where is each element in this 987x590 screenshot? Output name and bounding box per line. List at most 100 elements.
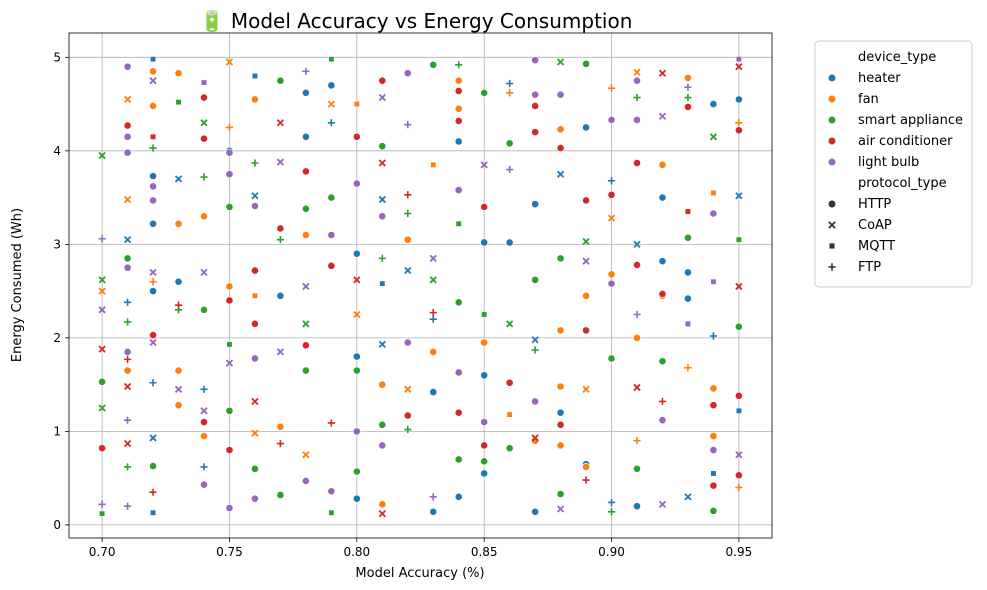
data-point [709, 481, 718, 490]
data-point [200, 418, 208, 426]
x-tick-label: 0.80 [343, 545, 370, 559]
data-point [454, 117, 463, 125]
data-point [225, 282, 234, 291]
data-point [505, 238, 514, 247]
data-point [404, 385, 412, 393]
data-point [149, 488, 157, 496]
data-point [123, 195, 132, 204]
data-point [404, 266, 412, 275]
data-point [684, 102, 692, 111]
data-point [710, 470, 717, 477]
data-point [251, 354, 259, 363]
x-axis: 0.70 0.75 0.80 0.85 0.90 0.95 [89, 538, 752, 559]
data-point [149, 144, 157, 152]
legend-marker [827, 73, 837, 83]
legend-label: heater [858, 71, 901, 86]
data-point [98, 444, 107, 453]
data-point [123, 416, 132, 424]
data-point [123, 502, 132, 510]
data-point [123, 121, 132, 130]
data-point [379, 280, 386, 287]
data-point [684, 208, 691, 215]
data-point [403, 338, 412, 347]
data-point [225, 148, 234, 157]
data-point [607, 177, 616, 185]
data-point [531, 128, 540, 137]
data-point [607, 508, 616, 516]
data-point [327, 261, 336, 270]
legend-label: light bulb [858, 155, 919, 170]
data-point [429, 254, 437, 263]
data-point [582, 385, 590, 393]
data-point [429, 60, 438, 69]
data-point [378, 254, 386, 262]
data-point [123, 463, 132, 471]
legend-marker [827, 94, 837, 104]
data-point [658, 112, 667, 120]
legend-marker [827, 115, 837, 125]
data-point [378, 441, 387, 450]
data-point [454, 455, 463, 464]
data-point [327, 193, 336, 202]
data-point [123, 62, 132, 71]
data-point [276, 291, 285, 300]
y-axis: 0 1 2 3 4 5 [53, 50, 69, 532]
y-tick-label: 0 [53, 518, 61, 532]
data-point [149, 268, 157, 277]
data-point [684, 83, 692, 91]
data-point [251, 73, 258, 79]
data-point [149, 434, 157, 442]
data-point [709, 506, 718, 515]
legend-label: MQTT [858, 239, 895, 254]
data-point [607, 84, 616, 92]
data-point [378, 93, 386, 102]
data-point [403, 411, 412, 420]
data-point [658, 397, 667, 406]
data-point [175, 99, 182, 106]
data-point [556, 490, 565, 498]
data-point [150, 509, 157, 516]
y-tick-label: 1 [53, 424, 61, 438]
data-point [556, 326, 565, 335]
x-tick-label: 0.70 [89, 545, 116, 559]
data-point [353, 310, 361, 319]
data-point [123, 382, 132, 391]
x-tick-label: 0.95 [726, 545, 753, 559]
data-point [709, 446, 718, 454]
data-point [276, 348, 285, 356]
data-point [123, 236, 132, 244]
data-point [302, 67, 310, 75]
data-point [710, 189, 717, 196]
x-axis-label: Model Accuracy (%) [355, 566, 484, 581]
data-point [735, 483, 743, 492]
data-point [506, 320, 514, 328]
data-point [404, 121, 412, 129]
data-point [582, 463, 590, 471]
data-point [98, 306, 106, 314]
data-point [149, 102, 157, 110]
data-point [225, 203, 234, 211]
data-point [174, 401, 183, 410]
data-point [607, 214, 616, 222]
data-point [123, 439, 132, 448]
data-point [582, 123, 590, 132]
data-point [123, 355, 132, 363]
data-point [607, 354, 616, 363]
data-point [200, 134, 208, 143]
data-point [505, 139, 514, 148]
data-point [633, 333, 641, 342]
data-point [149, 77, 157, 85]
legend-label: fan [858, 92, 879, 107]
data-point [301, 231, 310, 239]
data-point [123, 254, 132, 263]
data-point [378, 142, 387, 151]
data-point [633, 68, 641, 76]
data-point [149, 331, 157, 339]
data-point [709, 432, 718, 440]
data-point [709, 401, 718, 410]
data-point [276, 76, 285, 85]
data-point [582, 476, 590, 484]
legend-label: FTP [858, 260, 881, 275]
data-point [556, 125, 565, 134]
data-point [276, 224, 285, 233]
